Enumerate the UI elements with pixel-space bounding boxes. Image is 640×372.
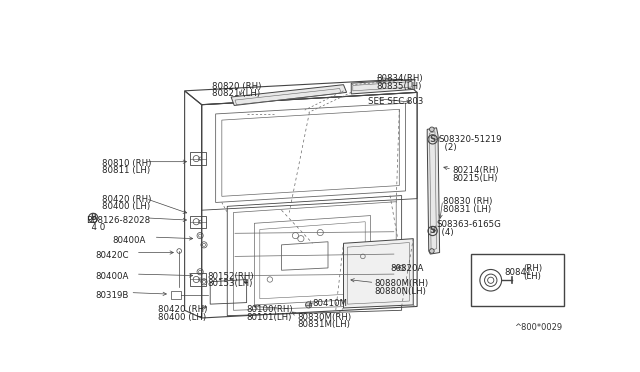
Text: B: B (90, 214, 96, 222)
Text: 80831M(LH): 80831M(LH) (297, 320, 350, 329)
Circle shape (429, 249, 434, 253)
Text: 80830M(RH): 80830M(RH) (297, 312, 351, 322)
Text: 80810 (RH): 80810 (RH) (102, 158, 151, 168)
Text: 80880N(LH): 80880N(LH) (374, 287, 426, 296)
Circle shape (429, 127, 434, 132)
Text: 80100(RH): 80100(RH) (246, 305, 293, 314)
Text: 80410M: 80410M (312, 299, 348, 308)
Text: 80811 (LH): 80811 (LH) (102, 166, 150, 175)
Text: 80880M(RH): 80880M(RH) (374, 279, 429, 289)
Text: 80820 (RH): 80820 (RH) (212, 81, 261, 91)
Text: 80830 (RH): 80830 (RH) (443, 197, 492, 206)
Text: 80214(RH): 80214(RH) (452, 166, 499, 175)
Bar (472, 254, 564, 307)
Circle shape (305, 302, 312, 308)
Text: 80400 (LH): 80400 (LH) (102, 202, 150, 212)
Text: (LH): (LH) (524, 272, 541, 281)
Text: B08126-82028: B08126-82028 (86, 216, 150, 225)
Text: 80153(LH): 80153(LH) (208, 279, 253, 289)
Text: 80101(LH): 80101(LH) (246, 312, 292, 322)
Text: ^800*0029: ^800*0029 (514, 323, 562, 332)
Text: (2): (2) (439, 143, 456, 152)
Text: S08363-6165G: S08363-6165G (436, 220, 501, 229)
Text: 80400A: 80400A (95, 272, 129, 281)
Text: S: S (429, 227, 436, 235)
Text: (RH): (RH) (524, 264, 543, 273)
Text: 80820A: 80820A (390, 264, 424, 273)
Text: 80834(RH): 80834(RH) (376, 74, 422, 83)
Text: 80400A: 80400A (113, 235, 146, 245)
Text: 80835(LH): 80835(LH) (376, 81, 421, 91)
Polygon shape (231, 85, 347, 106)
Text: 80152(RH): 80152(RH) (208, 272, 255, 281)
Text: S08320-51219: S08320-51219 (439, 135, 502, 144)
Text: 80420 (RH): 80420 (RH) (102, 195, 151, 204)
Text: 80821 (LH): 80821 (LH) (212, 89, 260, 98)
Text: SEE SEC.803: SEE SEC.803 (368, 97, 424, 106)
Polygon shape (428, 128, 440, 254)
Text: 4 0: 4 0 (86, 223, 106, 232)
Text: 80841: 80841 (504, 268, 531, 277)
Text: 80319B: 80319B (95, 291, 129, 300)
Text: 80215(LH): 80215(LH) (452, 174, 497, 183)
Text: 80420C: 80420C (95, 251, 129, 260)
Text: 80831 (LH): 80831 (LH) (443, 205, 491, 214)
Polygon shape (344, 239, 413, 308)
Text: 80400 (LH): 80400 (LH) (157, 312, 205, 322)
Text: 80420 (RH): 80420 (RH) (157, 305, 207, 314)
Text: S: S (429, 135, 436, 144)
Polygon shape (351, 79, 415, 94)
Text: (4): (4) (436, 228, 454, 237)
